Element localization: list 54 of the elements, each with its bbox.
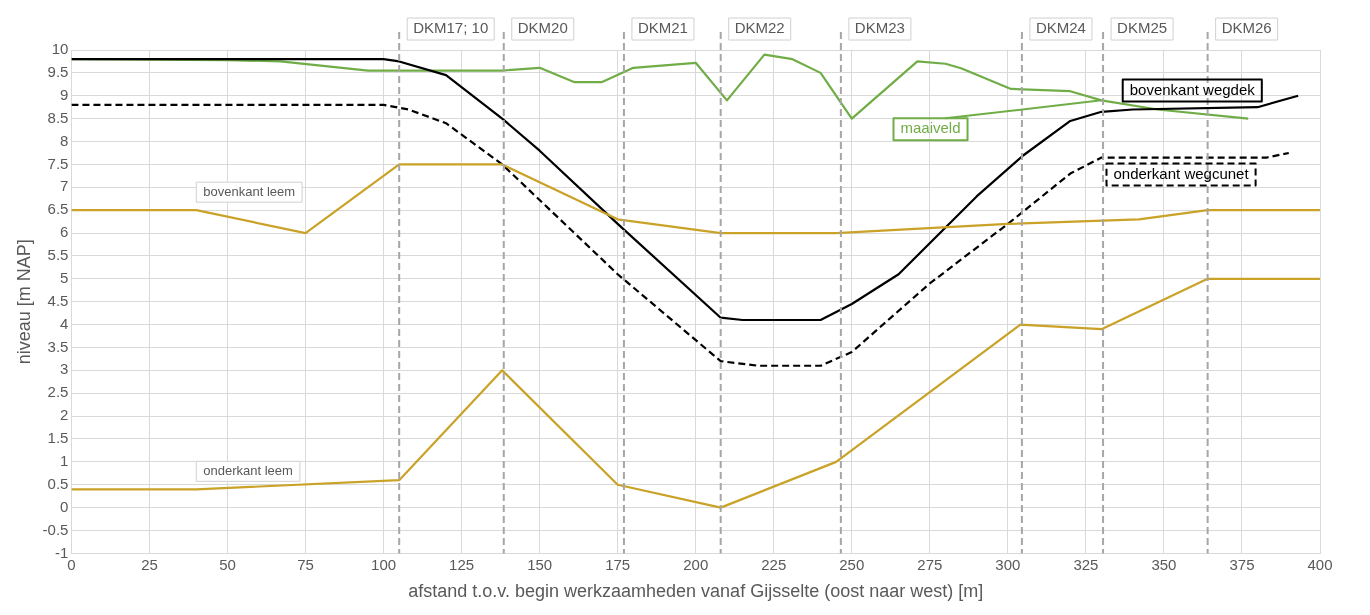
x-tick-label: 125: [449, 555, 475, 573]
x-tick-label: 325: [1073, 555, 1099, 573]
x-tick-label: 400: [1307, 555, 1333, 573]
y-tick-label: 0.5: [47, 474, 69, 492]
y-axis-title: niveau [m NAP]: [13, 239, 34, 365]
y-tick-label: 5.5: [47, 246, 69, 264]
x-tick-label: 175: [605, 555, 631, 573]
y-tick-label: 2: [60, 406, 69, 424]
x-tick-label: 75: [297, 555, 314, 573]
y-tick-label: 3.5: [47, 337, 69, 355]
y-tick-label: 7.5: [47, 154, 69, 172]
y-tick-label: 2.5: [47, 383, 69, 401]
x-tick-label: 350: [1151, 555, 1177, 573]
y-tick-label: 8: [60, 131, 69, 149]
y-tick-label: 4.5: [47, 291, 69, 309]
ref-line-label: DKM25: [1117, 19, 1168, 37]
ref-line-label: DKM24: [1035, 19, 1086, 37]
x-tick-label: 250: [839, 555, 865, 573]
series-label: bovenkant leem: [203, 183, 296, 199]
x-tick-label: 25: [141, 555, 158, 573]
text: maaiveld: [900, 119, 961, 137]
y-tick-label: 0: [60, 497, 69, 515]
ref-line-label: DKM23: [854, 19, 905, 37]
series-label: onderkant leem: [203, 462, 293, 478]
x-tick-label: 150: [527, 555, 553, 573]
y-tick-label: -1: [55, 543, 69, 561]
y-tick-label: 3: [60, 360, 69, 378]
x-tick-label: 375: [1229, 555, 1255, 573]
series-label: onderkant wegcunet: [1113, 164, 1250, 182]
y-tick-label: 6.5: [47, 200, 69, 218]
y-tick-label: 7: [60, 177, 69, 195]
x-tick-label: 225: [761, 555, 787, 573]
y-tick-label: 9: [60, 85, 69, 103]
x-tick-label: 300: [995, 555, 1021, 573]
y-tick-label: 1: [60, 452, 69, 470]
y-tick-label: 5: [60, 268, 69, 286]
x-tick-label: 200: [683, 555, 709, 573]
ref-line-label: DKM26: [1221, 19, 1272, 37]
x-axis-title: afstand t.o.v. begin werkzaamheden vanaf Gijsselte (oost naar west) [m]: [408, 581, 984, 602]
ref-line-label: DKM20: [517, 19, 568, 37]
y-tick-label: 8.5: [47, 108, 69, 126]
y-tick-label: 10: [51, 40, 69, 58]
y-tick-label: 4: [60, 314, 69, 332]
y-tick-label: 9.5: [47, 63, 69, 81]
y-tick-label: 6: [60, 223, 69, 241]
x-tick-label: 275: [917, 555, 943, 573]
y-tick-label: -0.5: [42, 520, 69, 538]
ref-line-label: DKM22: [734, 19, 785, 37]
series-label: bovenkant wegdek: [1129, 80, 1256, 98]
x-tick-label: 50: [219, 555, 236, 573]
ref-line-label: DKM17; 10: [413, 19, 489, 37]
y-tick-label: 1.5: [47, 429, 69, 447]
x-tick-label: 100: [371, 555, 397, 573]
ref-line-label: DKM21: [637, 19, 688, 37]
